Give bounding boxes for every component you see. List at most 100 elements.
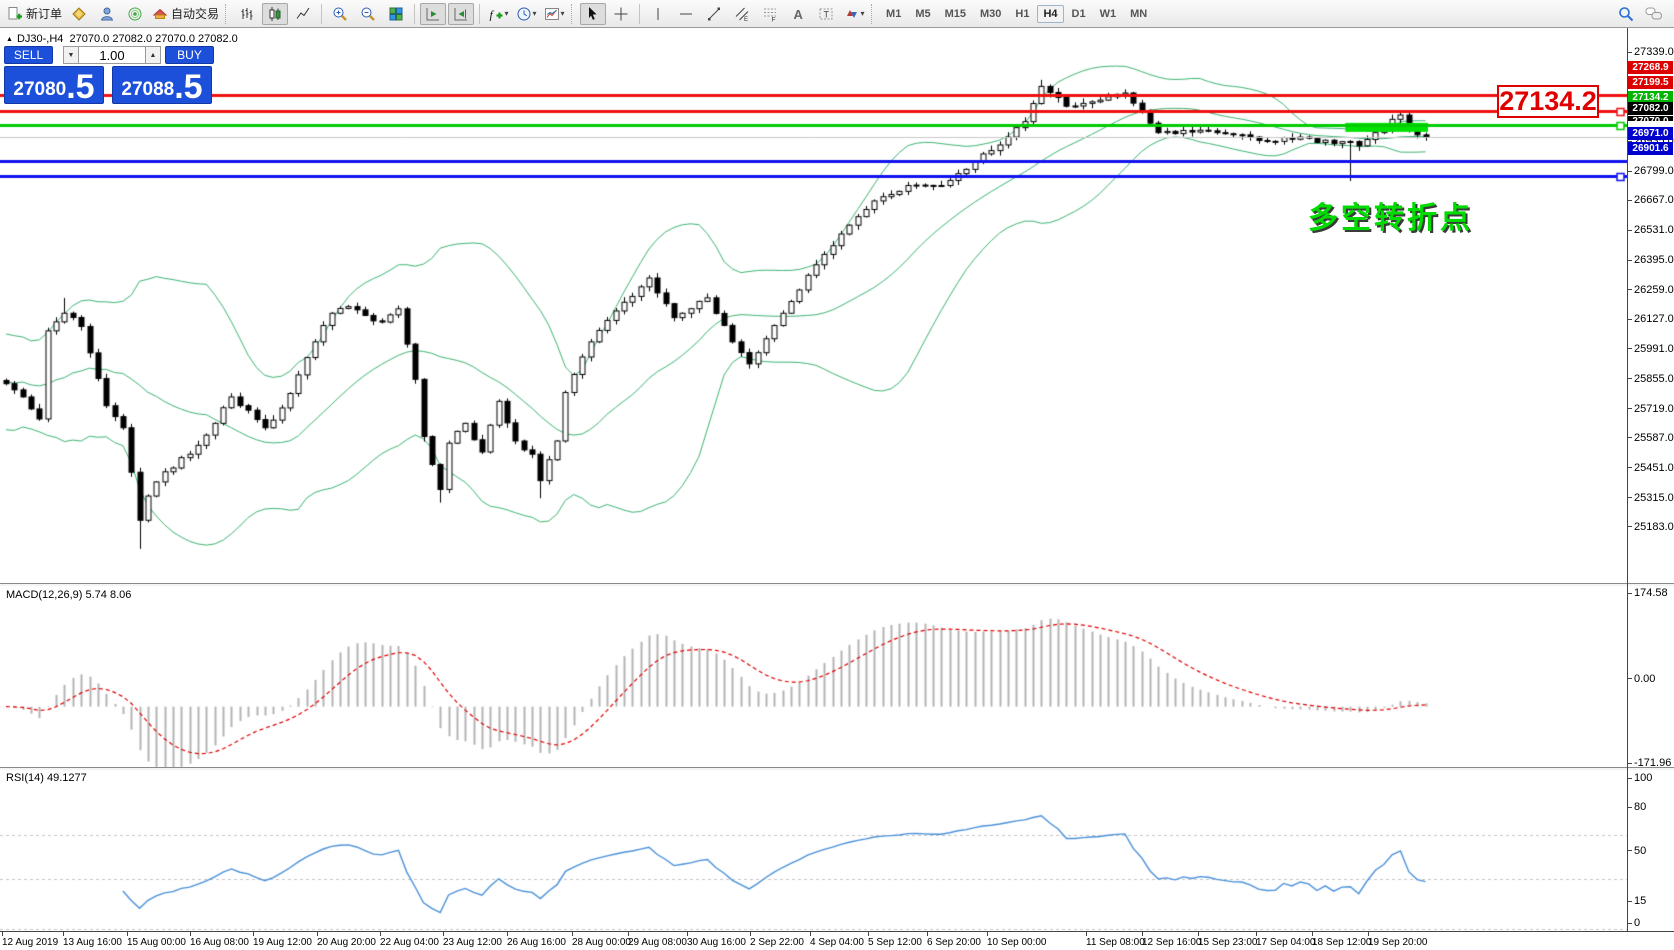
tf-button-W1[interactable]: W1	[1099, 7, 1117, 20]
tile-windows-button[interactable]	[383, 3, 409, 25]
time-axis-tick	[1142, 932, 1143, 936]
toolbar-grip[interactable]	[871, 3, 876, 24]
price-axis-tick: 100	[1628, 772, 1652, 784]
text-label-button[interactable]: T	[813, 3, 839, 25]
chevron-down-icon: ▾	[860, 9, 865, 18]
time-axis-label: 28 Aug 00:00	[572, 937, 631, 948]
arrows-button[interactable]: ▾	[841, 3, 867, 25]
tf-button-M1[interactable]: M1	[886, 7, 902, 20]
tf-button-MN[interactable]: MN	[1130, 7, 1148, 20]
volume-input[interactable]	[79, 46, 145, 64]
tf-button-M30[interactable]: M30	[980, 7, 1002, 20]
fibonacci-icon: F	[764, 8, 777, 22]
price-axis-tick: 25855.0	[1628, 373, 1674, 385]
toolbar-grip[interactable]	[225, 3, 230, 24]
arrow-shapes-icon	[846, 9, 857, 18]
toolbar-grip[interactable]	[571, 3, 576, 24]
periods-button[interactable]: ▾	[513, 3, 539, 25]
bid-price-label-clipped: 27070.0	[1628, 115, 1673, 121]
indicators-button[interactable]: f ▾	[485, 3, 511, 25]
time-axis-tick	[987, 932, 988, 936]
price-axis-tick: 25719.0	[1628, 403, 1674, 415]
auto-trading-button[interactable]: 自动交易	[150, 3, 221, 25]
rsi-value: 49.1277	[46, 772, 87, 784]
signals-button[interactable]	[122, 3, 148, 25]
price-axis-tick: 0	[1628, 917, 1640, 929]
price-axis[interactable]: 27339.026935.026799.026667.026531.026395…	[1628, 0, 1674, 950]
new-order-button[interactable]: 新订单	[5, 3, 64, 25]
price-axis-tick: 26395.0	[1628, 254, 1674, 266]
new-order-label: 新订单	[26, 7, 63, 21]
time-axis-label: 15 Sep 23:00	[1198, 937, 1258, 948]
svg-text:E: E	[744, 17, 748, 22]
time-axis-tick	[1256, 932, 1257, 936]
sell-price-big-digit: .5	[66, 68, 95, 107]
history-center-button[interactable]	[66, 3, 92, 25]
price-axis-tick: 27339.0	[1628, 46, 1674, 58]
time-axis-label: 12 Sep 16:00	[1142, 937, 1202, 948]
volume-decrease-button[interactable]: ▼	[63, 46, 79, 64]
price-callout-box[interactable]: 27134.2	[1497, 85, 1599, 118]
time-axis-label: 20 Aug 20:00	[317, 937, 376, 948]
tf-button-H4[interactable]: H4	[1037, 4, 1064, 23]
bar-chart-button[interactable]	[234, 3, 260, 25]
profile-button[interactable]	[94, 3, 120, 25]
trendline-button[interactable]	[701, 3, 727, 25]
cursor-button[interactable]	[580, 2, 607, 25]
volume-increase-button[interactable]: ▲	[145, 46, 161, 64]
chart-text-annotation[interactable]: 多空转折点	[1308, 202, 1473, 235]
tf-button-M5[interactable]: M5	[915, 7, 931, 20]
bar-chart-icon	[241, 7, 253, 20]
price-axis-tick: 80	[1628, 801, 1646, 813]
chat-button[interactable]	[1641, 3, 1667, 25]
tf-button-M15[interactable]: M15	[944, 7, 966, 20]
tf-button-H1[interactable]: H1	[1015, 7, 1030, 20]
rsi-indicator-chart[interactable]	[0, 797, 1628, 950]
buy-price-main: 27088	[121, 79, 175, 100]
toolbar-right-group	[1612, 3, 1668, 25]
zoom-out-button[interactable]	[355, 3, 381, 25]
buy-button[interactable]: BUY	[165, 46, 214, 64]
fibonacci-button[interactable]: F	[757, 3, 783, 25]
vertical-line-icon	[657, 7, 659, 20]
search-button[interactable]	[1613, 3, 1639, 25]
price-line-label: 27199.5	[1628, 76, 1673, 90]
text-button[interactable]: A	[785, 3, 811, 25]
buy-price-box[interactable]: 27088.5	[112, 66, 212, 104]
line-chart-button[interactable]	[290, 3, 316, 25]
sell-button[interactable]: SELL	[4, 46, 53, 64]
candlestick-chart-icon	[269, 6, 281, 21]
time-axis-tick	[1086, 932, 1087, 936]
main-price-chart[interactable]	[0, 58, 1628, 611]
chart-shift-button[interactable]	[448, 2, 475, 25]
zoom-in-button[interactable]	[327, 3, 353, 25]
time-axis-label: 19 Aug 12:00	[253, 937, 312, 948]
candlestick-chart-button[interactable]	[262, 2, 289, 25]
sell-price-box[interactable]: 27080.5	[4, 66, 104, 104]
panel-separator[interactable]	[0, 583, 1674, 586]
templates-button[interactable]: ▾	[541, 3, 567, 25]
time-axis[interactable]: 12 Aug 2019 13 Aug 16:00 15 Aug 00:00 16 Au…	[0, 931, 1674, 950]
collapse-arrow-icon[interactable]: ▲	[6, 36, 13, 43]
horizontal-line-button[interactable]	[673, 3, 699, 25]
panel-separator[interactable]	[0, 767, 1674, 770]
time-axis-tick	[253, 932, 254, 936]
chevron-down-icon: ▾	[504, 9, 509, 18]
crosshair-button[interactable]	[608, 3, 634, 25]
time-axis-tick	[572, 932, 573, 936]
price-axis-tick: 26127.0	[1628, 313, 1674, 325]
crosshair-icon	[614, 7, 628, 20]
equidistant-channel-button[interactable]: E	[729, 3, 755, 25]
time-axis-label: 17 Sep 04:00	[1256, 937, 1316, 948]
auto-scroll-button[interactable]	[420, 2, 447, 25]
signal-radar-icon	[128, 7, 142, 20]
tf-button-D1[interactable]: D1	[1071, 7, 1086, 20]
vertical-line-button[interactable]	[645, 3, 671, 25]
timeframe-group: M1 M5 M15 M30 H1 H4 D1 W1 MN	[879, 4, 1154, 23]
time-axis-tick	[868, 932, 869, 936]
macd-indicator-chart[interactable]	[0, 613, 1628, 795]
svg-text:T: T	[824, 9, 830, 19]
price-axis-tick: 26667.0	[1628, 194, 1674, 206]
gold-diamond-icon	[72, 6, 86, 21]
